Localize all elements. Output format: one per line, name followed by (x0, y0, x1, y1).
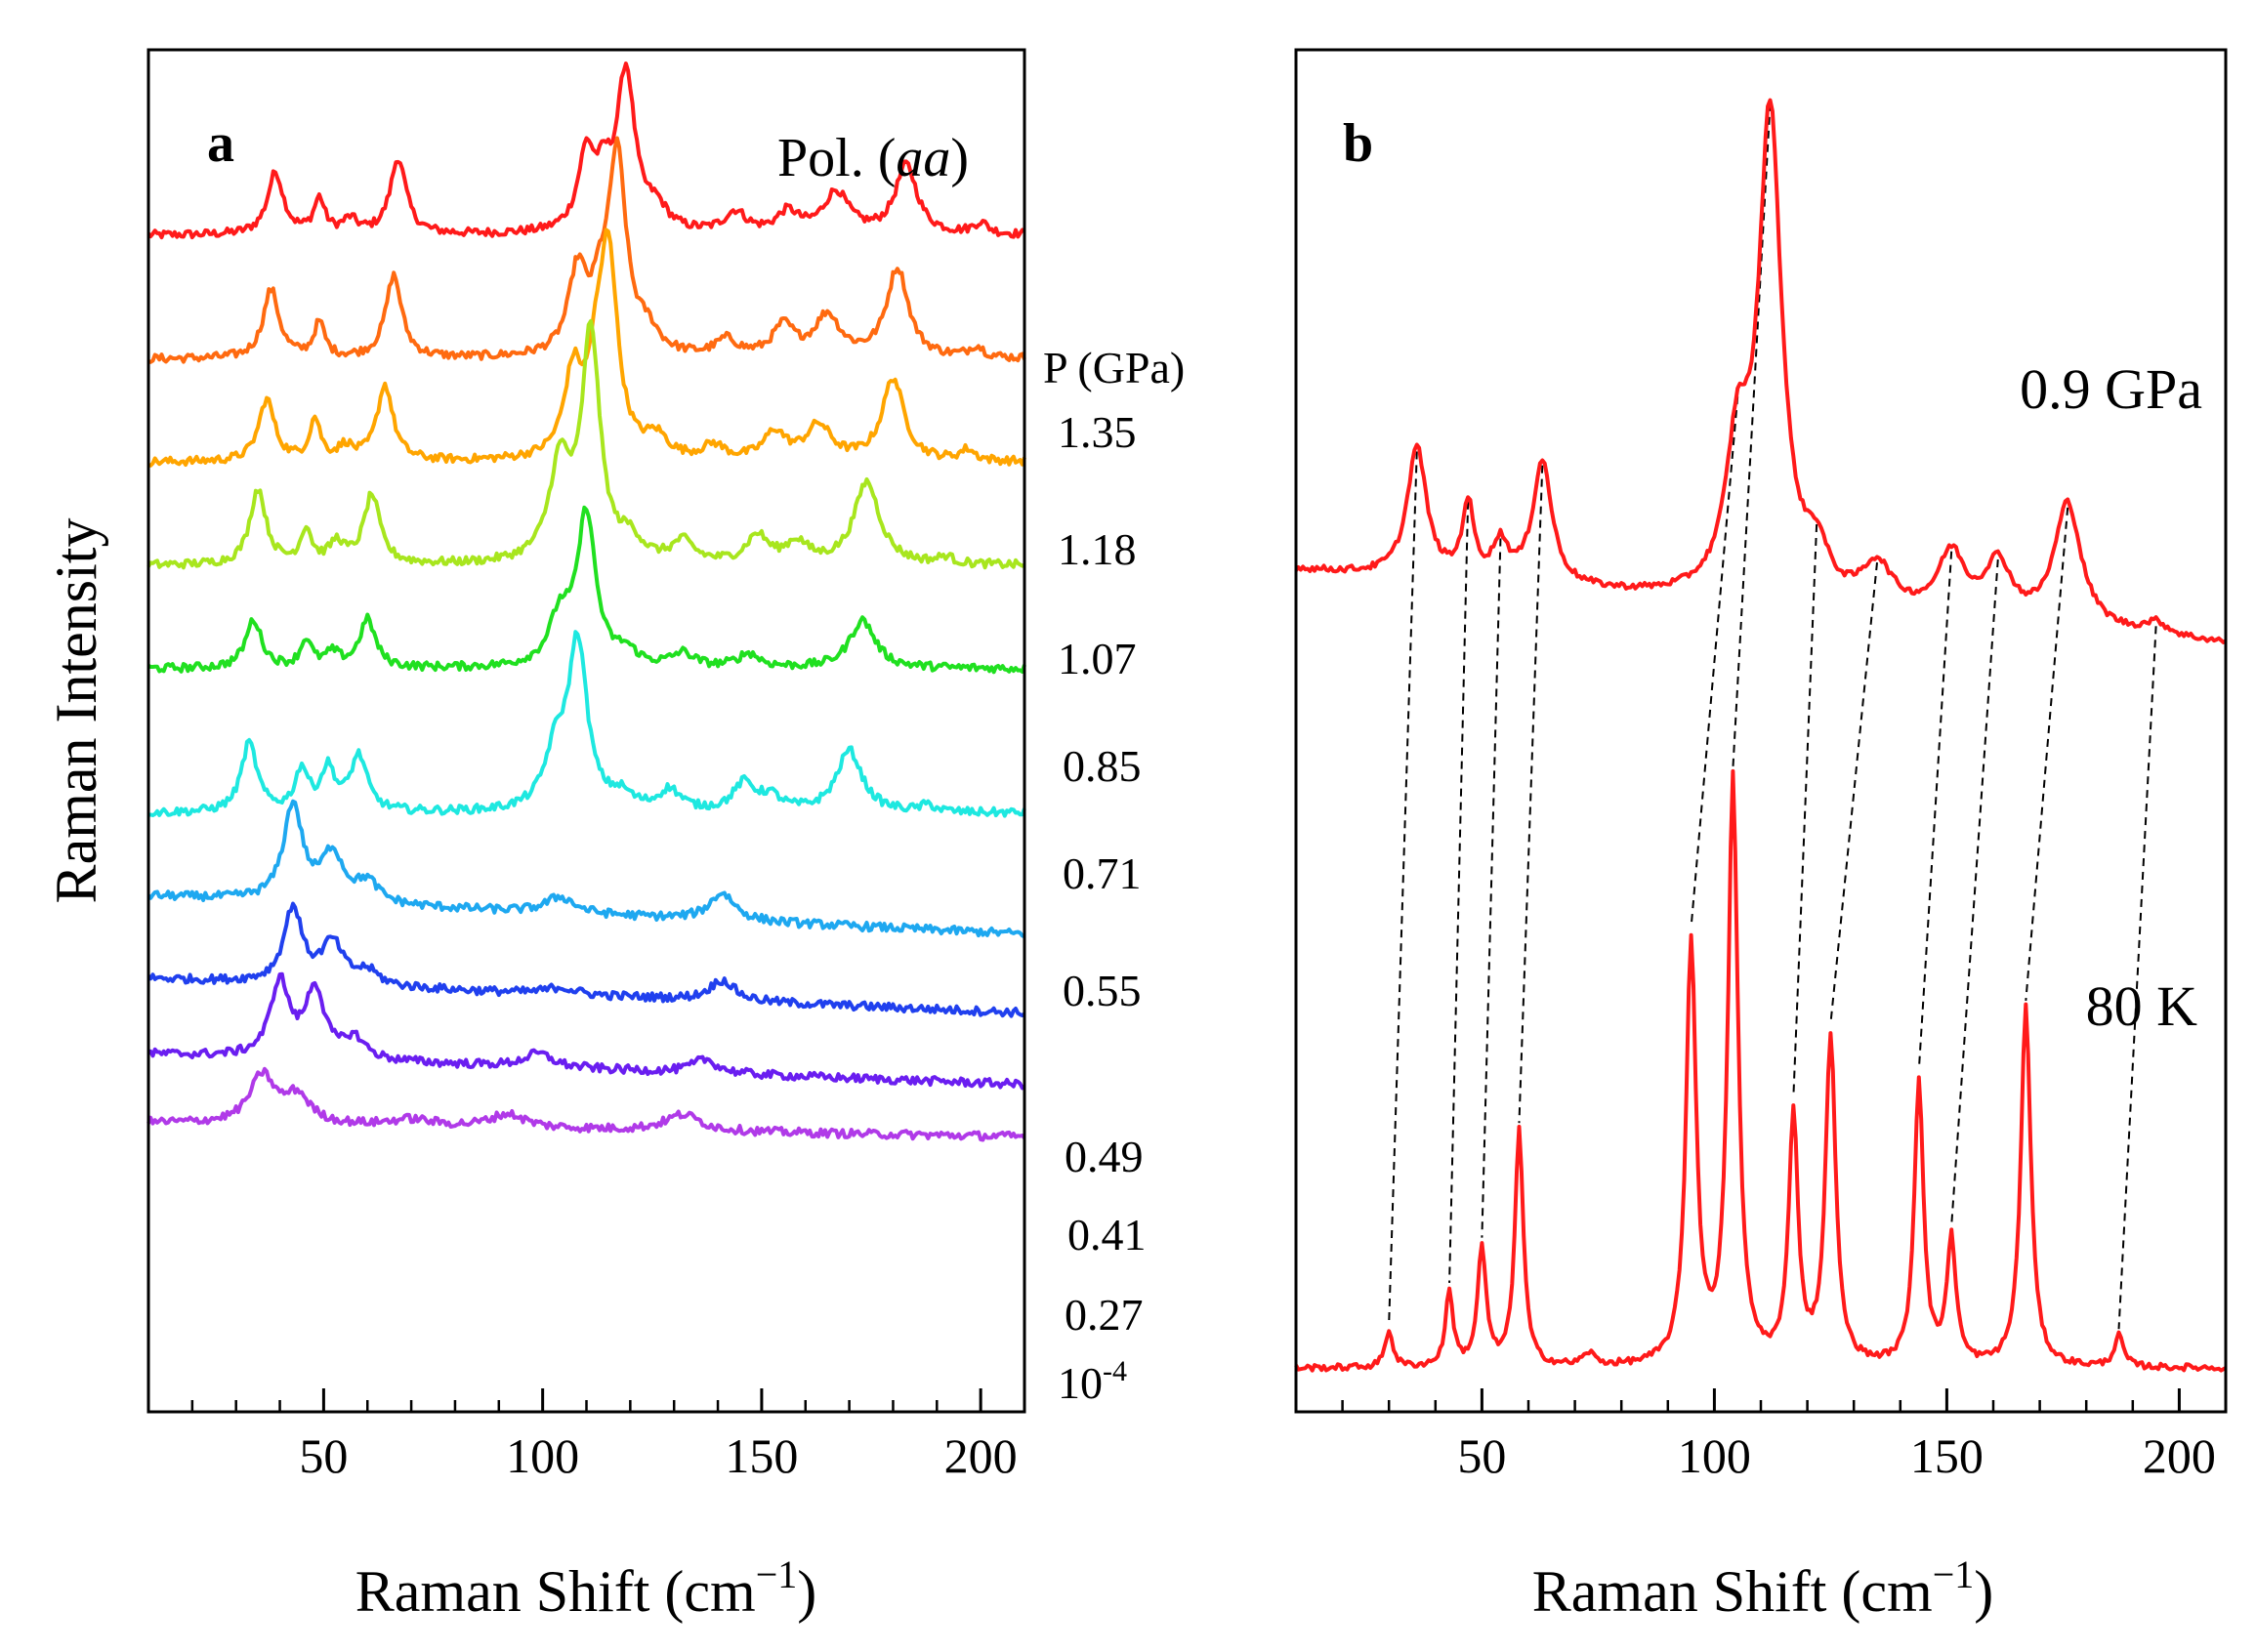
spectrum-0-71 (146, 505, 1026, 675)
correlation-line (1829, 562, 1878, 1024)
correlation-line (1950, 559, 1999, 1226)
spectrum-1-18 (147, 136, 1026, 364)
spectrum-0-9-gpa (1294, 98, 2228, 644)
pressure-labels: 1.35 1.18 1.07 0.85 0.71 0.55 0.49 0.41 0.27 10-4 (1058, 407, 1147, 1408)
spectrum-0-27 (146, 971, 1026, 1091)
series-label-0-9-gpa: 0.9 GPa (2020, 357, 2202, 421)
pressure-label: 0.41 (1067, 1210, 1147, 1260)
panel-b-frame (1294, 48, 2228, 1414)
correlation-line (1917, 551, 1953, 1070)
pressure-label: 1.35 (1058, 407, 1137, 457)
spectrum-0-85 (146, 318, 1025, 570)
pressure-label: 0.85 (1063, 741, 1142, 791)
correlation-line (1690, 396, 1739, 928)
panel-b-x-tick-label: 50 (1457, 1428, 1506, 1483)
series-label-80-k: 80 K (2086, 974, 2198, 1038)
panel-a-x-axis-label: Raman Shift (cm−1) (355, 1552, 816, 1624)
correlation-line (1518, 465, 1544, 1124)
pressure-label: 0.55 (1063, 966, 1142, 1015)
correlation-line (1481, 538, 1502, 1238)
correlation-line (2025, 507, 2069, 1002)
panel-b-x-tick-label: 200 (2143, 1428, 2216, 1483)
pressure-label: 0.71 (1063, 848, 1142, 898)
pressure-label: 0.27 (1065, 1290, 1144, 1340)
panel-a-spectra (146, 62, 1026, 1142)
pressure-label: 10-4 (1058, 1355, 1127, 1408)
pressure-header: P (GPa) (1043, 343, 1185, 392)
panel-b-x-tick-label: 100 (1678, 1428, 1751, 1483)
spectrum-10-4 (146, 1066, 1026, 1142)
panel-a-ticks: 50 100 150 200 (190, 1388, 1018, 1483)
spectrum-0-41 (146, 901, 1026, 1018)
correlation-line (1448, 501, 1470, 1283)
panel-a-x-tick-label: 200 (944, 1428, 1018, 1483)
panel-b: 50 100 150 200 b 0.9 GPa 80 K Raman Shift (… (1294, 48, 2228, 1624)
pressure-label: 1.18 (1058, 524, 1137, 574)
correlation-line (1388, 451, 1418, 1324)
panel-a-label: a (207, 113, 234, 174)
spectrum-80-k (1294, 768, 2227, 1373)
panel-b-x-tick-label: 150 (1910, 1428, 1984, 1483)
panel-a: 50 100 150 200 a Pol. (aa) P (GPa) 1.35 1.18… (44, 48, 1185, 1624)
panel-a-frame (146, 48, 1026, 1414)
pressure-label: 1.07 (1058, 634, 1137, 683)
pressure-label: 0.49 (1065, 1132, 1144, 1181)
spectrum-1-35 (146, 62, 1025, 240)
correlation-line (1792, 523, 1818, 1098)
panel-a-x-tick-label: 50 (299, 1428, 348, 1483)
panel-a-x-tick-label: 100 (506, 1428, 579, 1483)
panel-b-label: b (1343, 113, 1373, 174)
spectrum-0-55 (147, 630, 1026, 818)
panel-a-y-axis-label: Raman Intensity (44, 518, 108, 904)
correlation-line (1732, 103, 1772, 768)
panel-a-polarization: Pol. (aa) (777, 128, 969, 188)
panel-a-x-tick-label: 150 (725, 1428, 798, 1483)
panel-b-spectra (1294, 98, 2228, 1373)
panel-b-ticks: 50 100 150 200 (1341, 1388, 2216, 1483)
correlation-lines (1388, 103, 2157, 1330)
panel-b-x-axis-label: Raman Shift (cm−1) (1532, 1552, 1993, 1624)
spectrum-0-49 (146, 799, 1025, 939)
